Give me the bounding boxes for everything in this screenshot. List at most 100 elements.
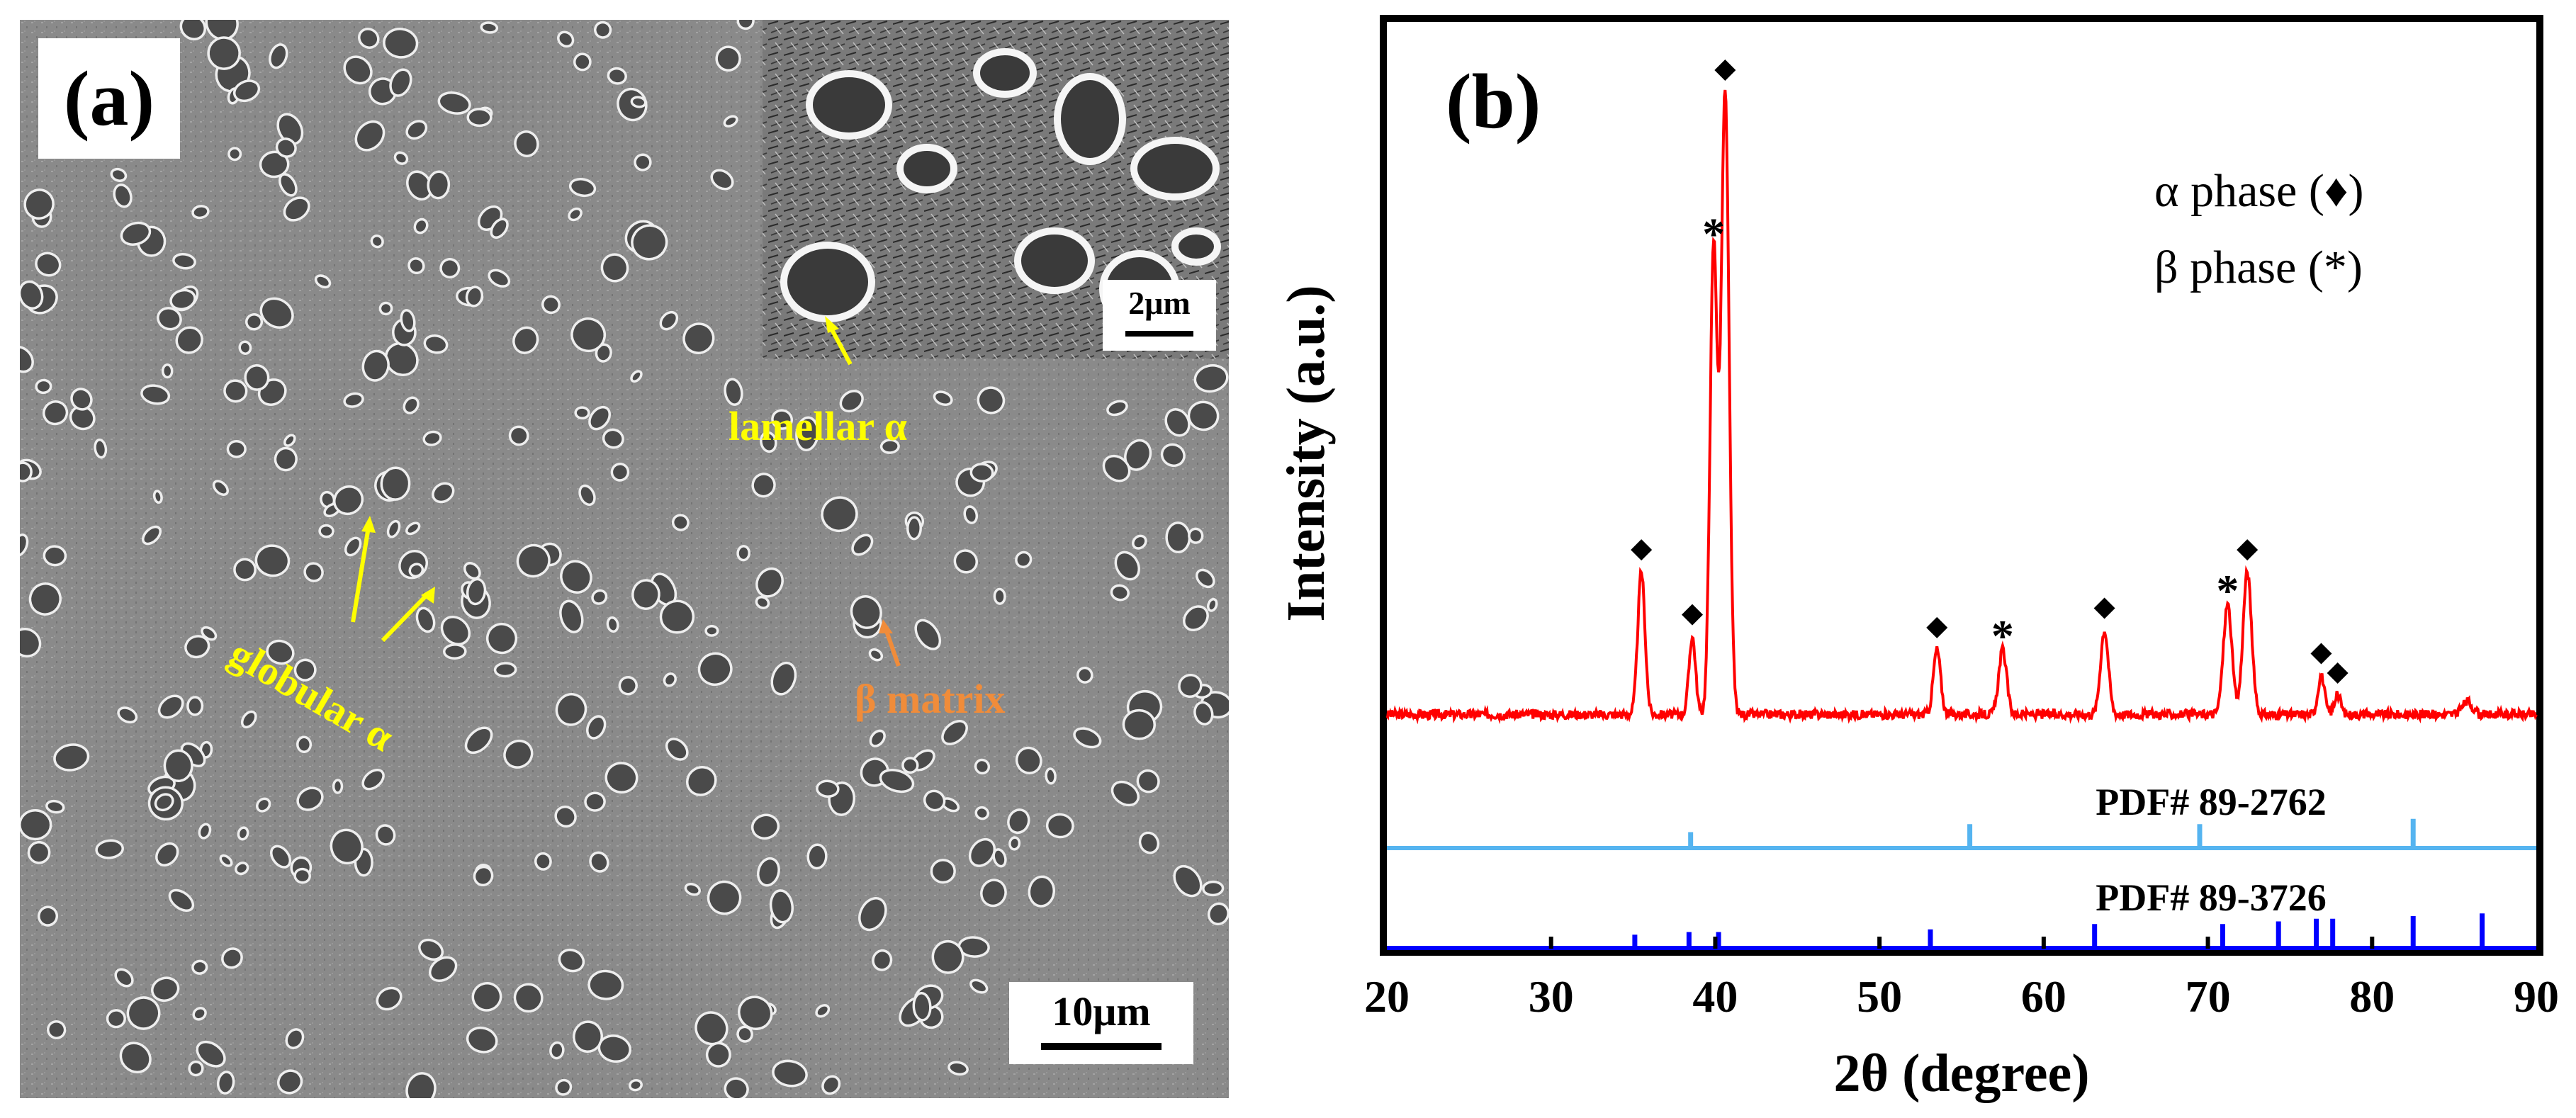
alpha-grain — [53, 743, 90, 772]
alpha-grain — [710, 169, 734, 191]
alpha-grain — [240, 710, 257, 729]
alpha-grain — [1007, 808, 1030, 835]
alpha-grain — [43, 545, 67, 567]
alpha-grain — [358, 28, 380, 49]
pdf-label-89-2762: PDF# 89-2762 — [2096, 781, 2326, 823]
alpha-grain — [570, 317, 607, 353]
alpha-grain — [906, 516, 922, 541]
alpha-grain — [314, 274, 332, 289]
alpha-grain — [490, 218, 509, 239]
alpha-grain — [429, 956, 458, 983]
alpha-peak-marker — [2093, 597, 2115, 619]
alpha-grain — [186, 696, 204, 716]
alpha-grain — [283, 434, 296, 447]
alpha-grain — [119, 1041, 152, 1073]
alpha-grain — [1202, 880, 1225, 897]
alpha-grain — [485, 623, 518, 655]
alpha-grain — [671, 514, 690, 531]
alpha-grain — [157, 694, 184, 719]
alpha-grain — [422, 430, 442, 446]
alpha-grain — [901, 757, 919, 774]
alpha-grain — [423, 334, 449, 354]
alpha-grain — [343, 55, 373, 85]
x-tick-label: 30 — [1529, 971, 1574, 1022]
alpha-grain — [1045, 767, 1057, 785]
plot-frame — [1380, 15, 2543, 956]
alpha-grain — [201, 626, 218, 641]
alpha-grain — [330, 828, 364, 865]
alpha-grain — [378, 301, 393, 316]
alpha-grain — [383, 28, 419, 59]
alpha-grain — [1110, 584, 1130, 602]
alpha-grain — [27, 840, 51, 864]
alpha-grain — [707, 880, 742, 915]
alpha-grain — [850, 595, 882, 629]
alpha-grain — [418, 938, 444, 961]
alpha-grain — [610, 463, 630, 482]
alpha-grain — [285, 1028, 305, 1049]
alpha-grain — [408, 563, 424, 578]
alpha-grain — [1164, 408, 1191, 437]
alpha-grain — [275, 137, 297, 158]
alpha-grain — [463, 562, 481, 580]
alpha-grain — [1102, 454, 1131, 482]
alpha-grain — [20, 628, 42, 657]
alpha-grain — [437, 91, 471, 115]
alpha-grain — [724, 378, 743, 406]
alpha-grain — [163, 749, 193, 783]
alpha-grain — [120, 221, 152, 246]
inset-alpha-grain — [806, 70, 892, 140]
alpha-grain — [1165, 521, 1191, 554]
alpha-grain — [770, 661, 797, 696]
alpha-grain — [403, 396, 420, 414]
alpha-grain — [254, 544, 291, 577]
alpha-grain — [233, 558, 257, 582]
alpha-grain — [806, 843, 828, 870]
scale-bar-inset: 2μm — [1103, 280, 1216, 351]
alpha-grain — [405, 1072, 437, 1098]
alpha-grain — [1183, 605, 1209, 632]
alpha-grain — [947, 1061, 969, 1076]
alpha-grain — [1188, 527, 1204, 544]
alpha-grain — [223, 379, 248, 403]
alpha-grain — [1122, 708, 1157, 740]
beta-peak-marker: * — [1702, 209, 1725, 259]
legend-beta-phase: β phase (*) — [2154, 242, 2363, 293]
alpha-grain — [684, 883, 701, 896]
alpha-grain — [212, 480, 229, 496]
alpha-grain — [113, 183, 133, 208]
alpha-grain — [923, 789, 946, 812]
beta-arrow — [884, 628, 901, 667]
globular-arrow-1 — [351, 526, 371, 623]
alpha-grain — [602, 428, 624, 449]
alpha-grain — [221, 947, 243, 969]
alpha-grain — [471, 982, 502, 1012]
alpha-grain — [1160, 443, 1186, 468]
xrd-series-line — [1385, 89, 2538, 725]
alpha-grain — [1028, 875, 1056, 908]
alpha-grain — [594, 21, 612, 39]
inset-alpha-grain — [780, 242, 875, 322]
x-tick-label: 40 — [1692, 971, 1738, 1022]
alpha-grain — [559, 599, 584, 633]
alpha-grain — [259, 297, 294, 329]
alpha-grain — [1196, 568, 1215, 589]
alpha-grain — [573, 52, 592, 72]
alpha-grain — [736, 1025, 753, 1043]
alpha-grain — [588, 405, 612, 431]
alpha-grain — [736, 545, 750, 562]
alpha-grain — [930, 859, 956, 884]
alpha-grain — [370, 235, 384, 249]
alpha-grain — [578, 484, 596, 507]
alpha-grain — [389, 68, 412, 97]
alpha-grain — [184, 635, 210, 659]
alpha-grain — [227, 147, 242, 162]
alpha-grain — [95, 839, 124, 859]
alpha-grain — [70, 388, 93, 411]
alpha-grain — [1015, 746, 1042, 774]
reference-patterns — [1387, 818, 2536, 950]
globular-arrow-2 — [381, 592, 430, 643]
alpha-grain — [361, 349, 390, 382]
alpha-grain — [386, 519, 401, 538]
alpha-grain — [23, 188, 55, 220]
